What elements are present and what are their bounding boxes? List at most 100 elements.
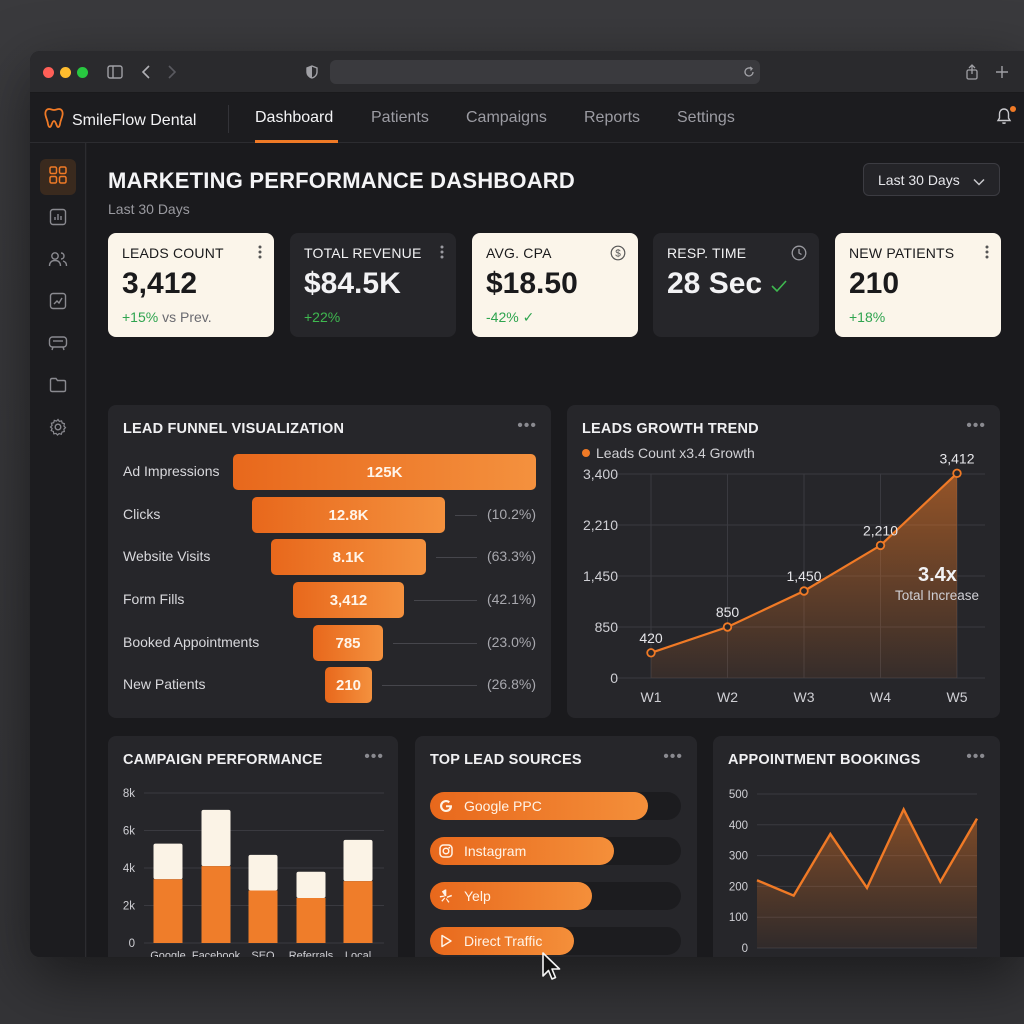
y-tick-label: 2,210 [583,517,618,533]
appointments-panel: APPOINTMENT BOOKINGS ••• 0 100 200 300 400 50… [713,736,1000,957]
y-tick-label: 0 [610,670,618,686]
bell-icon[interactable] [996,107,1012,130]
bar-segment-base [248,890,278,943]
settings-icon [49,418,67,441]
active-tab-indicator [255,140,338,143]
x-tick-label: Google [150,950,185,957]
checkmark-icon [770,267,788,300]
tab-reports[interactable]: Reports [584,109,641,126]
folder-icon [49,377,67,398]
bar-segment-top [296,871,326,898]
more-horizontal-icon[interactable]: ••• [966,748,986,765]
browser-toolbar [30,51,1024,93]
close-window-button[interactable] [43,67,54,78]
sidebar-toggle-icon[interactable] [105,62,125,82]
funnel-bar[interactable]: 3,412 [293,582,404,618]
reload-icon[interactable] [739,62,759,82]
kpi-card-new-patients[interactable]: NEW PATIENTS 210 +18% [835,233,1001,337]
x-tick-label: W2 [717,689,738,705]
kpi-value: 3,412 [122,267,198,300]
funnel-stage-pct: (26.8%) [486,676,536,692]
new-tab-icon[interactable] [992,62,1012,82]
panel-title: LEADS GROWTH TREND [582,421,759,437]
tab-patients[interactable]: Patients [371,109,429,126]
sidebar-item-users[interactable] [40,243,76,279]
funnel-stage-label: Clicks [123,506,161,522]
kpi-card-cpa[interactable]: AVG. CPA $18.50 -42% ✓ $ [472,233,638,337]
page-title: MARKETING PERFORMANCE DASHBOARD [108,168,575,193]
lead-source-label: Direct Traffic [464,933,543,949]
page-subtitle: Last 30 Days [108,201,190,217]
sidebar-item-messages[interactable] [40,327,76,363]
kpi-value: 28 Sec [667,267,805,301]
tab-campaigns[interactable]: Campaigns [466,109,547,126]
brand[interactable]: SmileFlow Dental [44,107,196,134]
panel-title: CAMPAIGN PERFORMANCE [123,752,323,768]
kpi-value: 210 [849,267,900,300]
funnel-panel: LEAD FUNNEL VISUALIZATION ••• Ad Impress… [108,405,551,718]
more-horizontal-icon[interactable]: ••• [663,748,683,765]
more-horizontal-icon[interactable]: ••• [364,748,384,765]
kpi-label: NEW PATIENTS [849,245,955,261]
minimize-window-button[interactable] [60,67,71,78]
back-icon[interactable] [136,62,156,82]
bar-segment-top [248,854,278,891]
browser-window: SmileFlow Dental Dashboard Patients Camp… [30,51,1024,957]
lead-source-direct[interactable]: Direct Traffic [430,927,574,955]
funnel-stage-pct: (63.3%) [486,548,536,564]
y-tick-label: 8k [123,788,135,800]
notification-badge [1010,106,1016,112]
y-tick-label: 300 [729,851,748,863]
more-vertical-icon[interactable] [258,245,262,264]
y-tick-label: 2k [123,901,135,913]
data-point [799,586,809,596]
lead-source-label: Google PPC [464,798,542,814]
growth-panel: LEADS GROWTH TREND ••• Leads Count x3.4 … [567,405,1000,718]
svg-text:$: $ [615,249,621,260]
funnel-bar[interactable]: 210 [325,667,372,703]
date-range-label: Last 30 Days [878,171,960,188]
funnel-bar[interactable]: 8.1K [271,539,426,575]
sidebar-item-dashboard[interactable] [40,159,76,195]
chevron-down-icon [973,173,985,189]
more-vertical-icon[interactable] [985,245,989,264]
sidebar-item-trends[interactable] [40,285,76,321]
kpi-delta-value: +15% [122,309,159,325]
maximize-window-button[interactable] [77,67,88,78]
shield-icon [302,62,322,82]
lead-source-yelp[interactable]: Yelp [430,882,592,910]
lead-source-google[interactable]: Google PPC [430,792,648,820]
sidebar-item-logout[interactable] [40,955,76,957]
kpi-value-text: 28 Sec [667,267,763,300]
tab-settings[interactable]: Settings [677,109,735,126]
forward-icon[interactable] [162,62,182,82]
sidebar-item-files[interactable] [40,369,76,405]
funnel-bar[interactable]: 12.8K [252,497,445,533]
sidebar-item-settings[interactable] [40,411,76,447]
funnel-connector [382,685,477,686]
chart-legend: Leads Count x3.4 Growth [582,445,755,461]
lead-source-track: Yelp [430,882,681,910]
play-icon [438,933,454,949]
funnel-stage-pct: (42.1%) [486,591,536,607]
lead-source-track: Direct Traffic [430,927,681,955]
address-bar[interactable] [330,60,760,84]
y-tick-label: 400 [729,820,748,832]
share-icon[interactable] [962,62,982,82]
funnel-bar[interactable]: 785 [313,625,383,661]
more-vertical-icon[interactable] [440,245,444,264]
tab-dashboard[interactable]: Dashboard [255,109,334,126]
kpi-card-revenue[interactable]: TOTAL REVENUE $84.5K +22% [290,233,456,337]
panel-title: APPOINTMENT BOOKINGS [728,752,921,768]
kpi-card-leads[interactable]: LEADS COUNT 3,412 +15% vs Prev. [108,233,274,337]
kpi-card-response-time[interactable]: RESP. TIME 28 Sec [653,233,819,337]
data-label: 1,450 [786,568,821,584]
funnel-stage-label: Ad Impressions [123,463,220,479]
funnel-stage-label: Booked Appointments [123,634,260,650]
funnel-bar[interactable]: 125K [233,454,536,490]
more-horizontal-icon[interactable]: ••• [517,417,537,434]
lead-source-instagram[interactable]: Instagram [430,837,614,865]
date-range-select[interactable]: Last 30 Days [863,163,1000,196]
sidebar-item-analytics[interactable] [40,201,76,237]
more-horizontal-icon[interactable]: ••• [966,417,986,434]
